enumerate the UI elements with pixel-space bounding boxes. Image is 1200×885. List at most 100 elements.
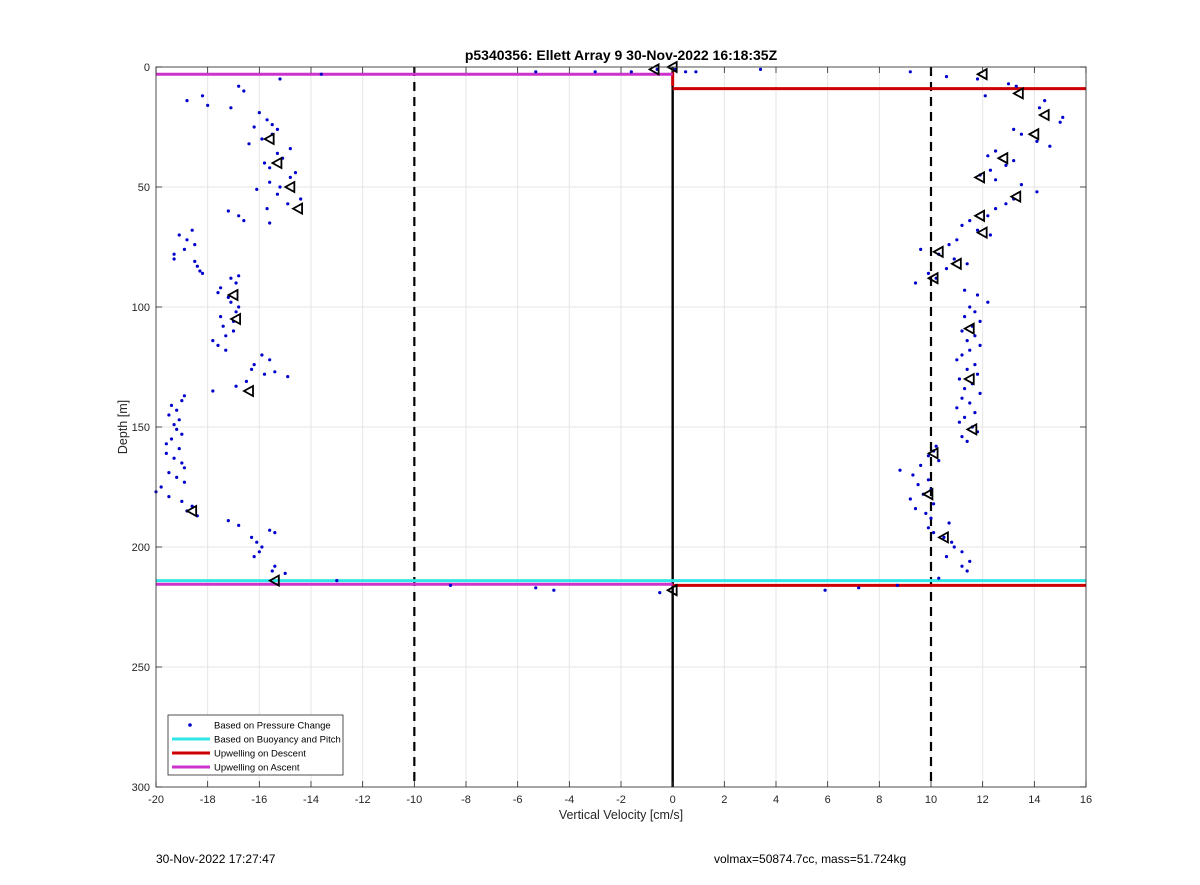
x-tick-label: -20: [148, 794, 164, 806]
pressure-change-point: [172, 252, 176, 256]
pressure-change-point: [1048, 144, 1052, 148]
pressure-change-point: [237, 274, 241, 278]
pressure-change-point: [913, 507, 918, 511]
pressure-change-point: [268, 221, 272, 225]
pressure-change-point: [224, 348, 228, 352]
chart-title: p5340356: Ellett Array 9 30-Nov-2022 16:…: [465, 47, 778, 63]
pressure-change-point: [1037, 106, 1042, 110]
pressure-change-point: [242, 219, 246, 223]
x-tick-label: -8: [461, 794, 471, 806]
pressure-change-point: [177, 418, 181, 422]
pressure-change-point: [252, 555, 256, 559]
x-tick-label: 4: [773, 794, 779, 806]
triangle-marker: [262, 132, 275, 146]
pressure-change-point: [221, 324, 225, 328]
pressure-change-point: [270, 569, 274, 573]
pressure-change-point: [944, 75, 949, 79]
pressure-change-point: [993, 207, 998, 211]
reference-lines: [413, 67, 933, 787]
pressure-change-point: [975, 293, 980, 297]
pressure-change-point: [257, 111, 261, 115]
x-tick-label: -6: [513, 794, 523, 806]
pressure-change-point: [273, 370, 277, 374]
pressure-change-point: [857, 586, 861, 590]
pressure-change-point: [299, 197, 303, 201]
pressure-change-point: [234, 310, 238, 314]
pressure-change-point: [260, 353, 264, 357]
pressure-change-point: [955, 238, 959, 242]
pressure-change-point: [172, 257, 176, 261]
pressure-change-point: [249, 367, 254, 371]
pressure-change-point: [983, 94, 987, 98]
pressure-change-point: [229, 106, 233, 110]
pressure-change-point: [242, 89, 246, 93]
pressure-change-point: [960, 353, 964, 357]
pressure-change-point: [265, 118, 269, 122]
triangle-marker: [975, 67, 988, 81]
pressure-change-point: [218, 286, 223, 290]
pressure-change-point: [167, 471, 171, 475]
pressure-change-point: [960, 564, 964, 568]
pressure-change-point: [952, 545, 956, 549]
triangle-marker: [665, 583, 678, 597]
triangle-marker: [975, 226, 988, 240]
pressure-change-point: [962, 387, 967, 391]
pressure-change-point: [169, 403, 174, 407]
pressure-change-point: [926, 526, 931, 530]
pressure-change-point: [177, 233, 181, 237]
pressure-change-point: [273, 564, 277, 568]
pressure-change-point: [175, 475, 179, 479]
pressure-change-point: [255, 540, 259, 544]
pressure-change-point: [268, 180, 272, 184]
pressure-change-point: [273, 531, 277, 535]
pressure-change-point: [1012, 159, 1016, 163]
pressure-change-point: [177, 447, 181, 451]
pressure-change-point: [973, 363, 977, 367]
pressure-change-point: [182, 480, 187, 484]
y-axis-label: Depth [m]: [116, 400, 130, 454]
pressure-change-point: [159, 485, 163, 489]
triangle-marker: [1011, 86, 1024, 100]
pressure-change-point: [226, 519, 230, 523]
pressure-change-point: [216, 343, 220, 347]
pressure-change-point: [193, 259, 197, 263]
x-tick-label: -16: [251, 794, 267, 806]
triangle-marker: [921, 487, 934, 501]
triangle-marker: [291, 202, 303, 216]
pressure-change-point: [978, 343, 982, 347]
pressure-change-point: [973, 334, 977, 338]
pressure-change-point: [975, 77, 980, 81]
pressure-change-point: [895, 583, 900, 588]
triangle-marker: [1009, 190, 1022, 204]
pressure-change-point: [926, 271, 931, 275]
pressure-change-point: [180, 399, 184, 403]
pressure-change-point: [164, 442, 168, 446]
pressure-change-point: [962, 288, 967, 292]
pressure-change-point: [950, 540, 954, 544]
pressure-change-point: [552, 588, 556, 592]
pressure-change-point: [229, 300, 233, 304]
pressure-change-point: [913, 281, 918, 285]
pressure-change-point: [1058, 120, 1062, 124]
triangle-marker: [1037, 108, 1050, 122]
pressure-change-point: [252, 363, 256, 367]
pressure-change-point: [1035, 190, 1039, 194]
triangle-marker: [965, 422, 978, 436]
pressure-change-point: [286, 202, 290, 206]
pressure-change-point: [200, 271, 205, 275]
triangle-marker: [973, 209, 985, 223]
triangle-marker: [226, 288, 239, 302]
pressure-change-point: [965, 367, 969, 371]
pressure-change-point: [944, 267, 949, 271]
pressure-change-point: [926, 454, 931, 458]
pressure-change-point: [288, 175, 292, 179]
pressure-change-point: [260, 137, 264, 141]
pressure-change-point: [448, 583, 453, 588]
legend-label: Upwelling on Ascent: [214, 763, 300, 774]
triangle-marker: [270, 156, 283, 170]
pressure-change-point: [683, 70, 688, 74]
pressure-change-point: [1043, 99, 1047, 103]
pressure-change-point: [226, 209, 230, 213]
pressure-change-point: [218, 315, 223, 319]
pressure-change-point: [164, 451, 168, 455]
